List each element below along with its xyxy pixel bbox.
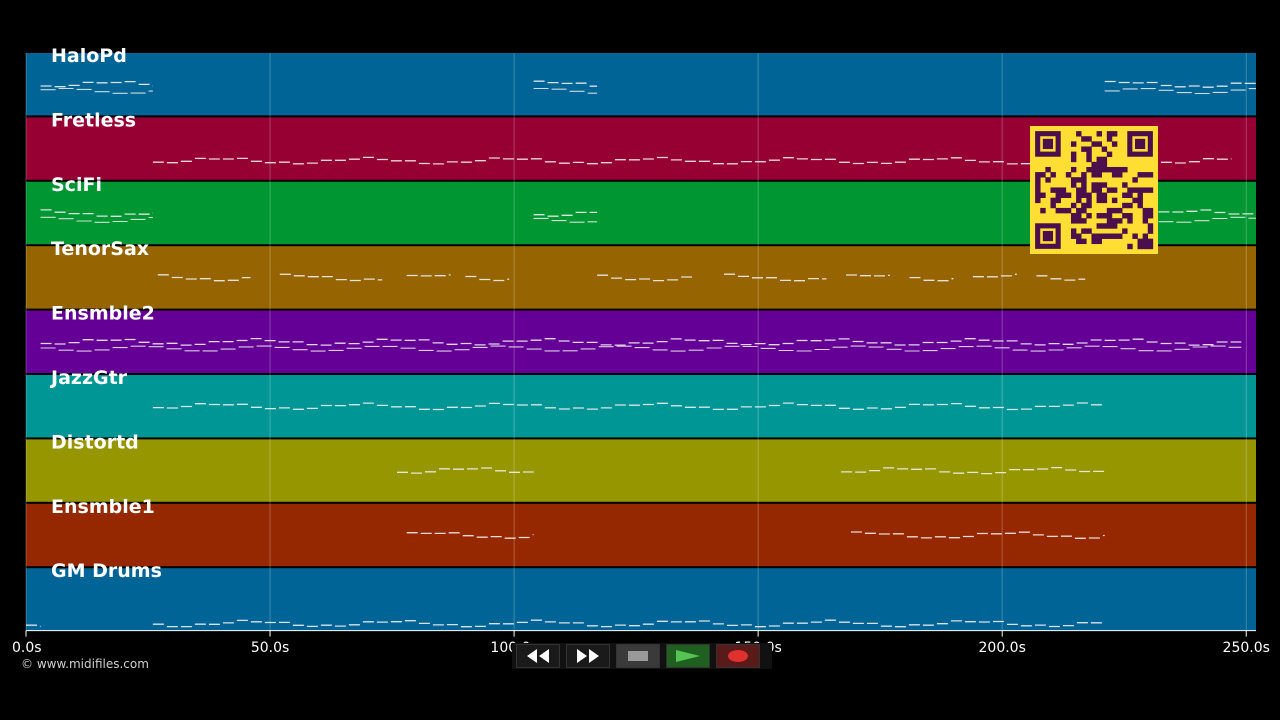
track-label: Distortd (51, 431, 139, 453)
note-run (533, 80, 598, 87)
track-labels: HaloPd Fretless SciFi TenorSax Ensmble2 JazzG… (49, 45, 162, 582)
lane-jazzgtr (26, 375, 1256, 438)
note-run (157, 274, 251, 282)
track-label: TenorSax (51, 238, 149, 260)
note-run (724, 273, 827, 282)
note-run (533, 211, 598, 217)
note-run (406, 532, 534, 539)
note-layer (26, 80, 1256, 628)
rewind-button[interactable] (516, 644, 560, 668)
tick-label: 0.0s (12, 640, 42, 656)
lane-ensmble1 (26, 503, 1256, 567)
note-run (40, 337, 1242, 346)
note-run (841, 466, 1105, 475)
note-run (40, 345, 1242, 352)
note-run (846, 274, 890, 277)
lane-halopd (26, 53, 1256, 116)
note-run (152, 619, 1102, 628)
note-run (465, 275, 510, 282)
copyright-text: © www.midifiles.com (21, 657, 149, 671)
note-run (533, 87, 598, 94)
note-run (1036, 275, 1086, 281)
transport-bar (512, 643, 772, 669)
note-run (26, 624, 41, 628)
track-label: HaloPd (51, 45, 127, 67)
track-label: GM Drums (51, 560, 162, 582)
play-icon (676, 650, 700, 662)
track-label: SciFi (51, 174, 102, 196)
stop-button[interactable] (616, 644, 660, 668)
note-run (1104, 80, 1256, 88)
note-run (40, 209, 153, 217)
note-run (279, 273, 383, 282)
note-run (40, 80, 153, 88)
lane-distortd (26, 439, 1256, 502)
track-label: JazzGtr (49, 367, 128, 389)
time-grid (25, 53, 1247, 631)
note-run (533, 217, 598, 223)
note-run (1158, 216, 1256, 223)
note-run (972, 273, 1017, 278)
rewind-icon (527, 649, 549, 663)
tick-label: 250.0s (1223, 640, 1270, 656)
note-run (397, 467, 534, 474)
lane-gm-drums (26, 568, 1256, 631)
note-run (406, 274, 451, 277)
note-run (1104, 88, 1256, 95)
track-label: Ensmble1 (51, 496, 155, 518)
fast-forward-button[interactable] (566, 644, 610, 668)
record-icon (728, 650, 748, 662)
record-button[interactable] (716, 644, 760, 668)
track-label: Ensmble2 (51, 303, 155, 325)
note-run (909, 276, 954, 282)
play-button[interactable] (666, 644, 710, 668)
note-run (850, 531, 1105, 539)
note-run (597, 274, 693, 282)
stop-icon (628, 651, 648, 661)
qr-code-icon (1030, 126, 1158, 254)
fast-forward-icon (577, 649, 599, 663)
lane-tenorsax (26, 246, 1256, 309)
note-run (152, 402, 1102, 411)
note-run (40, 87, 153, 94)
tick-label: 200.0s (979, 640, 1026, 656)
note-run (40, 216, 153, 223)
tick-label: 50.0s (251, 640, 289, 656)
note-run (1158, 209, 1254, 215)
track-label: Fretless (51, 109, 136, 131)
